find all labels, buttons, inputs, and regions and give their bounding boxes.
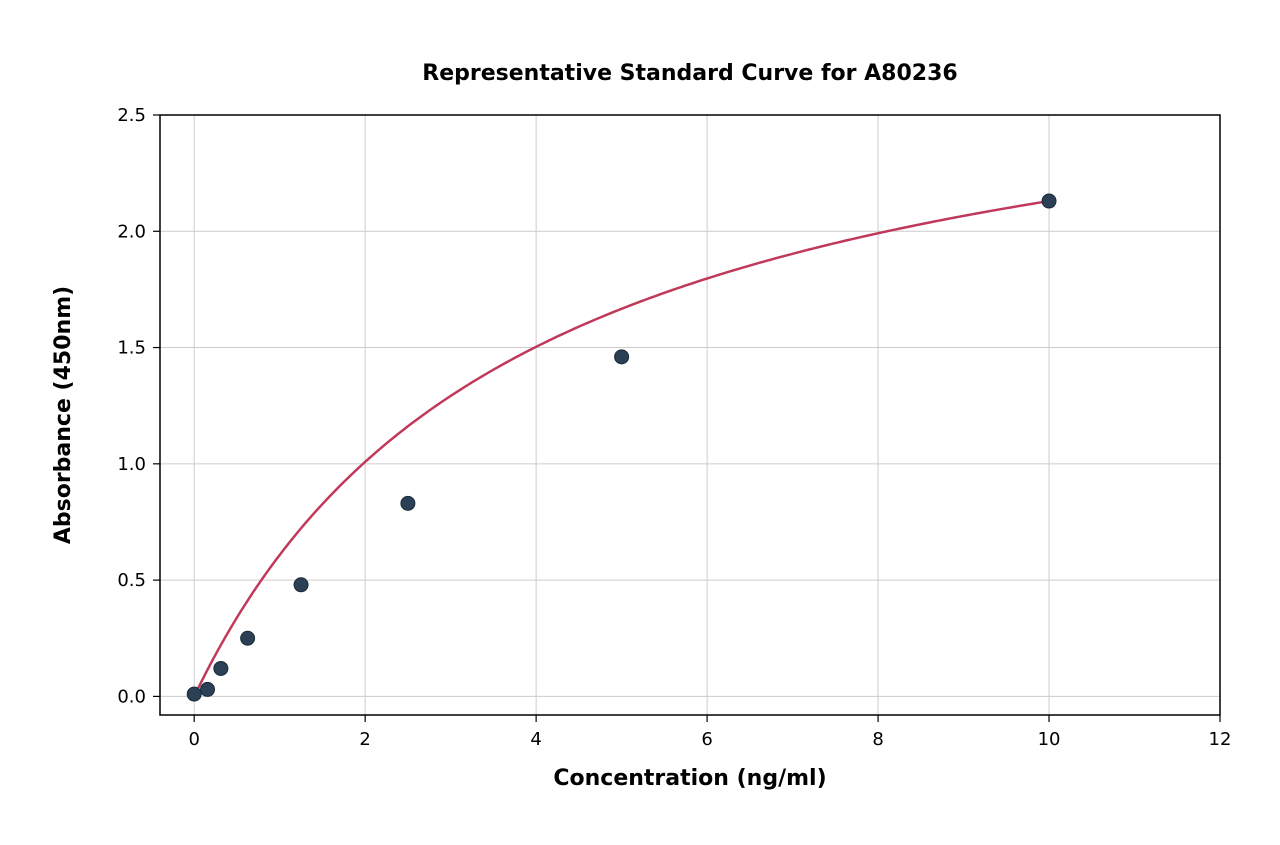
y-tick-label: 2.5: [117, 105, 146, 126]
x-tick-label: 8: [872, 729, 883, 750]
x-tick-label: 12: [1209, 729, 1232, 750]
data-point: [294, 578, 308, 592]
y-tick-label: 0.5: [117, 570, 146, 591]
data-point: [214, 661, 228, 675]
y-tick-label: 1.0: [117, 454, 146, 475]
y-tick-label: 0.0: [117, 686, 146, 707]
standard-curve-chart: 0 2 4 6 8 10 12 0.0 0.5 1.0 1.5 2.0 2.5 Concentration…: [0, 0, 1280, 845]
chart-container: 0 2 4 6 8 10 12 0.0 0.5 1.0 1.5 2.0 2.5 Concentration…: [0, 0, 1280, 845]
x-tick-label: 6: [701, 729, 712, 750]
y-tick-label: 2.0: [117, 221, 146, 242]
data-point: [187, 687, 201, 701]
data-point: [1042, 194, 1056, 208]
y-axis-label: Absorbance (450nm): [51, 286, 76, 544]
x-tick-label: 10: [1038, 729, 1061, 750]
x-tick-label: 4: [530, 729, 541, 750]
data-point: [201, 682, 215, 696]
x-tick-label: 0: [188, 729, 199, 750]
plot-area: [160, 115, 1220, 715]
chart-title: Representative Standard Curve for A80236: [422, 61, 957, 86]
data-point: [241, 631, 255, 645]
data-point: [401, 496, 415, 510]
data-point: [615, 350, 629, 364]
x-tick-label: 2: [359, 729, 370, 750]
y-tick-label: 1.5: [117, 338, 146, 359]
x-axis-label: Concentration (ng/ml): [553, 766, 826, 791]
